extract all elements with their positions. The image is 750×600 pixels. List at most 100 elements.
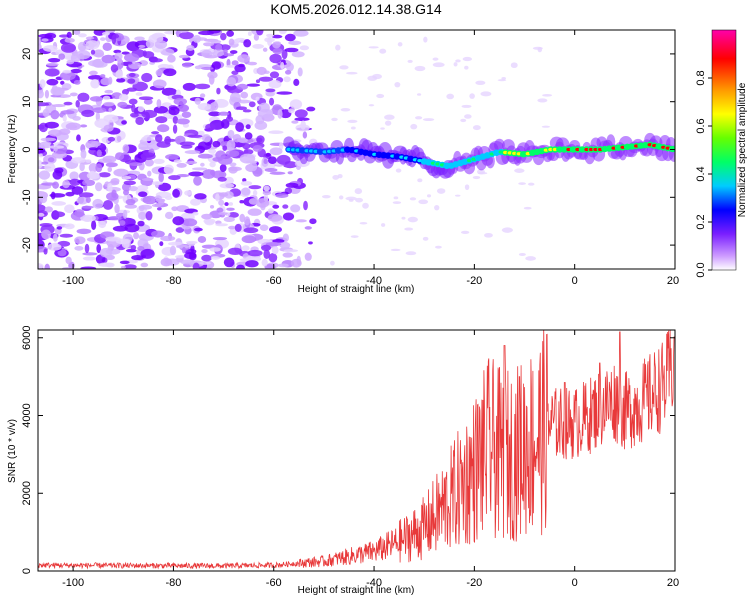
spectrogram-cell (192, 211, 199, 216)
spectrogram-cell (151, 181, 163, 186)
spectrogram-cell (42, 108, 50, 118)
spectrogram-cell (272, 47, 283, 55)
spectrogram-cell (44, 162, 56, 172)
spectrogram-cell (268, 97, 275, 106)
spectrogram-cell (294, 117, 310, 122)
spectrogram-cell (181, 111, 192, 118)
spectrogram-cell (47, 243, 62, 251)
spectrogram-cell (278, 30, 287, 35)
spectrogram-cell (110, 64, 119, 73)
spectrogram-cell (510, 62, 518, 69)
spectrogram-cell (455, 59, 461, 63)
spectrogram-cell (410, 123, 418, 130)
spectrogram-cell (359, 221, 368, 225)
spectrogram-cell (278, 142, 284, 150)
spectrogram-cell (122, 144, 130, 153)
spectrogram-cell (53, 146, 58, 152)
spectrogram-cell (272, 41, 281, 49)
spectrogram-cell (113, 168, 129, 177)
spectrogram-cell (240, 180, 253, 186)
spectrogram-cell (268, 130, 284, 135)
spectrogram-cell (514, 168, 525, 173)
spectrogram-cell (44, 68, 60, 77)
spectrogram-cell (43, 248, 48, 255)
spectrogram-cell (144, 159, 154, 167)
spectrogram-cell (300, 120, 306, 130)
spectrogram-cell (331, 117, 338, 122)
spectrogram-cell (153, 106, 169, 114)
spectrogram-cell (284, 47, 299, 53)
spectrogram-cell (140, 248, 155, 259)
spectrogram-cell (44, 206, 53, 213)
spectrogram-cell (201, 254, 212, 262)
spectrogram-cell (432, 57, 439, 61)
spectrogram-cell (47, 157, 55, 163)
spectrogram-cell (256, 135, 265, 144)
spectrogram-cell (158, 172, 164, 183)
spectrogram-cell (417, 178, 423, 183)
spectrogram-cell (76, 228, 92, 235)
spectrogram-cell (394, 82, 401, 88)
spectrogram-cell (242, 109, 252, 113)
spectrogram-cell (59, 233, 74, 238)
spectrogram-cell (346, 71, 358, 75)
spectrogram-cell (293, 78, 300, 87)
spectrogram-cell (240, 91, 249, 99)
spectrogram-cell (49, 193, 66, 198)
spectrogram-x-axis: -100 -80 -60 -40 -20 0 20 (62, 30, 679, 287)
spectrogram-cell (179, 31, 194, 40)
spectrogram-cell (226, 76, 237, 87)
spectrogram-cell (79, 124, 88, 128)
spectrogram-cell (132, 81, 148, 92)
spectrogram-cell (120, 265, 127, 269)
spectrogram-cell (178, 54, 190, 59)
spectrogram-cell (85, 36, 95, 40)
colorbar-ticks: 0.0 0.2 0.4 0.6 0.8 (695, 70, 712, 278)
spectrogram-cell (96, 149, 102, 157)
spectrogram-cell (77, 41, 87, 52)
spectrogram-cell (101, 54, 116, 64)
spectrogram-cell (350, 235, 359, 238)
spectrogram-xlabel: Height of straight line (km) (298, 284, 415, 295)
spectrogram-cell (254, 120, 268, 130)
spectrogram-cell (173, 159, 182, 164)
x-tick-label: -100 (62, 275, 84, 287)
spectrogram-cell (203, 42, 215, 47)
spectrogram-cell (98, 172, 111, 178)
spectrogram-cell (69, 92, 78, 97)
spectrogram-cell (138, 146, 152, 150)
spectrogram-cell (218, 111, 230, 116)
y-tick-label: -20 (21, 237, 33, 253)
spectrogram-cell (38, 263, 44, 269)
spectrogram-cell (282, 204, 289, 209)
spectrogram-cell (350, 126, 356, 130)
spectrogram-cell (131, 103, 136, 113)
spectrogram-cell (321, 194, 331, 199)
spectrogram-cell (243, 39, 252, 48)
snr-ylabel: SNR (10 * v/v) (7, 419, 18, 483)
spectrogram-cell (276, 154, 291, 165)
spectrogram-cell (283, 76, 291, 83)
spectrogram-cell (224, 202, 229, 207)
spectrogram-cell (169, 245, 177, 256)
spectrogram-cell (212, 140, 221, 148)
spectrogram-cell (141, 136, 154, 142)
spectrogram-cell (252, 144, 263, 152)
spectrogram-cell (223, 49, 228, 55)
spectrogram-cell (236, 83, 249, 90)
spectrogram-cell (51, 201, 66, 206)
spectrogram-cell (137, 220, 145, 227)
spectrogram-cell (156, 207, 162, 211)
spectrogram-cell (38, 89, 44, 99)
spectrogram-cell (122, 176, 132, 180)
spectrogram-cell (128, 98, 138, 105)
spectrogram-cell (484, 233, 493, 238)
colorbar-tick-label: 0.0 (695, 262, 707, 277)
spectrogram-cell (141, 109, 158, 119)
spectrogram-cell (172, 124, 178, 134)
spectrogram-cell (216, 87, 221, 95)
spectrogram-cell (223, 216, 235, 223)
y-tick-label: 10 (21, 96, 33, 108)
spectrogram-cell (119, 93, 129, 101)
